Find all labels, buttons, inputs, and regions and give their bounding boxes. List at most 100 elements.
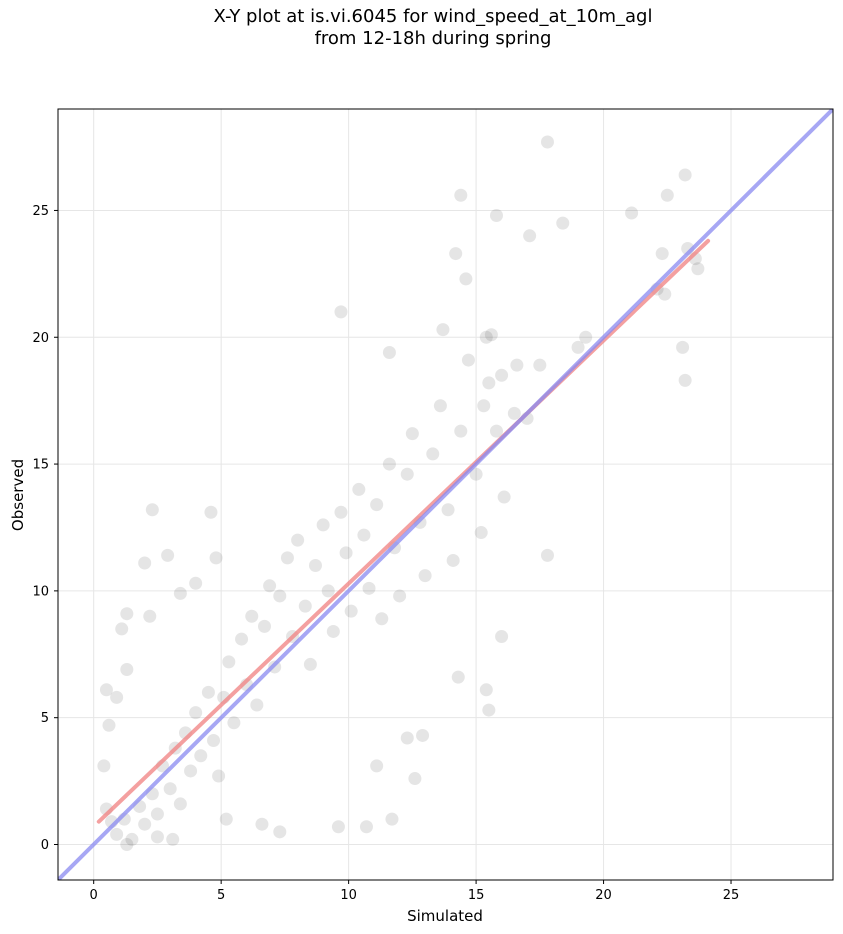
scatter-point xyxy=(201,685,215,699)
scatter-point xyxy=(212,769,226,783)
scatter-point xyxy=(273,825,287,839)
y-tick-label: 20 xyxy=(32,331,49,346)
scatter-point xyxy=(273,589,287,603)
scatter-point xyxy=(370,498,384,512)
scatter-point xyxy=(495,368,509,382)
scatter-point xyxy=(115,622,129,636)
scatter-point xyxy=(189,576,203,590)
scatter-point xyxy=(676,340,690,354)
scatter-point xyxy=(571,340,585,354)
x-tick-label: 5 xyxy=(217,888,225,903)
scatter-point xyxy=(291,533,305,547)
scatter-point xyxy=(163,782,177,796)
scatter-point xyxy=(655,247,669,261)
scatter-point xyxy=(658,287,672,301)
scatter-point xyxy=(321,584,335,598)
scatter-point xyxy=(357,528,371,542)
scatter-point xyxy=(263,579,277,593)
chart-title: X-Y plot at is.vi.6045 for wind_speed_at… xyxy=(0,6,843,50)
x-tick-label: 20 xyxy=(595,888,612,903)
scatter-point xyxy=(235,632,249,646)
scatter-point xyxy=(441,503,455,517)
series-line xyxy=(58,109,833,880)
scatter-point xyxy=(393,589,407,603)
scatter-point xyxy=(678,373,692,387)
scatter-point xyxy=(161,548,175,562)
scatter-point xyxy=(446,553,460,567)
scatter-point xyxy=(479,330,493,344)
scatter-point xyxy=(540,548,554,562)
scatter-point xyxy=(245,609,259,623)
fit-lines xyxy=(58,109,833,880)
scatter-point xyxy=(334,505,348,519)
scatter-point xyxy=(150,830,164,844)
grid xyxy=(58,109,833,880)
scatter-point xyxy=(334,305,348,319)
series-line xyxy=(96,238,711,824)
scatter-point xyxy=(227,716,241,730)
scatter-point xyxy=(99,683,113,697)
plot-frame xyxy=(57,108,834,881)
scatter-point xyxy=(257,619,271,633)
scatter-point xyxy=(316,518,330,532)
scatter-point xyxy=(308,559,322,573)
scatter-point xyxy=(173,797,187,811)
chart-title-line-2: from 12-18h during spring xyxy=(314,28,552,49)
scatter-point xyxy=(691,262,705,276)
scatter-point xyxy=(482,703,496,717)
scatter-point xyxy=(451,670,465,684)
scatter-point xyxy=(660,188,674,202)
scatter-point xyxy=(418,569,432,583)
y-axis-label: Observed xyxy=(9,459,27,531)
scatter-point xyxy=(145,503,159,517)
scatter-point xyxy=(400,467,414,481)
scatter-point xyxy=(331,820,345,834)
scatter-point xyxy=(209,551,223,565)
scatter-point xyxy=(125,832,139,846)
scatter-point xyxy=(255,817,269,831)
scatter-point xyxy=(540,135,554,149)
scatter-point xyxy=(166,832,180,846)
scatter-point xyxy=(579,330,593,344)
y-tick-label: 15 xyxy=(32,458,49,473)
scatter-point xyxy=(120,837,134,851)
scatter-point xyxy=(382,345,396,359)
scatter-point xyxy=(405,427,419,441)
scatter-point xyxy=(426,447,440,461)
scatter-point xyxy=(375,612,389,626)
scatter-point xyxy=(482,376,496,390)
scatter-point xyxy=(416,728,430,742)
chart-title-line-1: X-Y plot at is.vi.6045 for wind_speed_at… xyxy=(213,6,653,27)
x-axis-label: Simulated xyxy=(407,907,483,925)
scatter-point xyxy=(143,609,157,623)
scatter-point xyxy=(523,229,537,243)
scatter-point xyxy=(474,526,488,540)
scatter-point xyxy=(150,807,164,821)
y-tick-label: 0 xyxy=(41,838,49,853)
scatter-point xyxy=(454,188,468,202)
y-tick-label: 5 xyxy=(41,711,49,726)
scatter-point xyxy=(370,759,384,773)
scatter-point xyxy=(219,812,233,826)
scatter-point xyxy=(454,424,468,438)
x-tick-label: 15 xyxy=(468,888,485,903)
scatter-point xyxy=(495,630,509,644)
scatter-point xyxy=(222,655,236,669)
scatter-point xyxy=(461,353,475,367)
x-tick-label: 25 xyxy=(723,888,740,903)
scatter-point xyxy=(362,581,376,595)
scatter-point xyxy=(120,607,134,621)
scatter-point xyxy=(189,706,203,720)
scatter-point xyxy=(382,457,396,471)
scatter-point xyxy=(408,772,422,786)
scatter-point xyxy=(510,358,524,372)
y-tick-label: 25 xyxy=(32,204,49,219)
scatter-point xyxy=(489,209,503,223)
scatter-point xyxy=(352,482,366,496)
scatter-point xyxy=(625,206,639,220)
scatter-point xyxy=(359,820,373,834)
scatter-point xyxy=(138,556,152,570)
scatter-point xyxy=(204,505,218,519)
scatter-point xyxy=(120,662,134,676)
